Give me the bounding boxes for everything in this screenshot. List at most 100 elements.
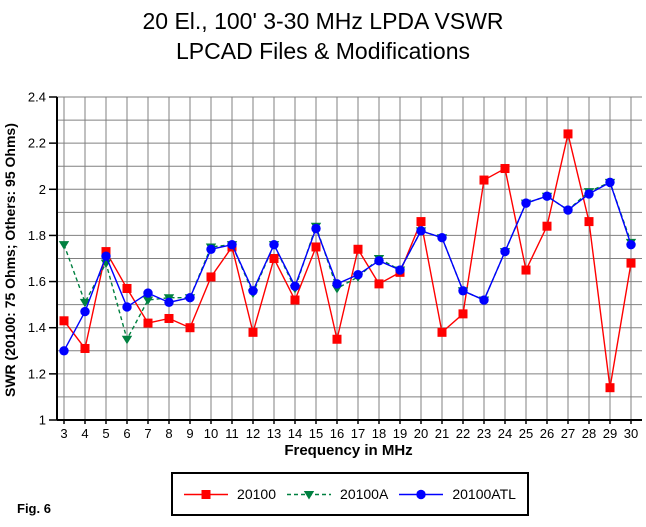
y-tick-label: 1 [39, 413, 46, 428]
data-point-marker [521, 198, 531, 208]
data-point-marker [542, 191, 552, 201]
data-point-marker [311, 223, 321, 234]
data-point-marker [143, 288, 153, 298]
data-point-marker [248, 327, 258, 337]
x-tick-label: 23 [477, 426, 491, 441]
legend-item-20100A: 20100A [287, 486, 388, 502]
x-tick-label: 5 [102, 426, 109, 441]
data-point-marker [269, 254, 279, 263]
legend-marker-shape [416, 489, 427, 499]
legend-item-20100ATL: 20100ATL [399, 486, 516, 502]
data-point-marker [500, 246, 510, 257]
x-tick-label: 30 [624, 426, 638, 441]
legend: 20100 20100A 20100ATL [171, 472, 529, 516]
x-tick-label: 19 [393, 426, 407, 441]
x-tick-label: 18 [372, 426, 386, 441]
x-tick-label: 9 [186, 426, 193, 441]
x-tick-label: 8 [165, 426, 172, 441]
data-point-marker [185, 293, 195, 303]
data-point-marker [80, 306, 90, 317]
data-point-marker [416, 226, 426, 236]
gridlines [57, 96, 642, 421]
data-point-marker [290, 295, 300, 305]
y-tick-label: 2.2 [28, 136, 46, 151]
data-point-marker [563, 129, 573, 139]
data-point-marker [437, 233, 447, 243]
x-tick-label: 25 [519, 426, 533, 441]
x-tick-label: 3 [60, 426, 67, 441]
data-point-marker [121, 335, 133, 345]
y-tick-label: 1.4 [28, 320, 46, 335]
x-tick-label: 11 [225, 426, 239, 441]
data-point-marker [332, 334, 342, 344]
data-point-marker [59, 316, 69, 326]
chart-title-line2: LPCAD Files & Modifications [176, 38, 470, 64]
x-tick-label: 13 [267, 426, 281, 441]
data-point-marker [584, 217, 594, 227]
y-tick-label: 1.6 [28, 274, 46, 289]
y-tick-label: 1.2 [28, 366, 46, 381]
x-tick-label: 28 [582, 426, 596, 441]
data-point-marker [353, 244, 363, 254]
x-tick-label: 21 [435, 426, 449, 441]
legend-marker-shape [303, 490, 315, 499]
data-point-marker [269, 239, 279, 250]
data-point-marker [122, 302, 132, 312]
axes [56, 97, 642, 421]
legend-marker-circle-icon [399, 489, 444, 499]
data-point-marker [395, 265, 405, 275]
x-tick-label: 7 [144, 426, 151, 441]
x-axis-label: Frequency in MHz [284, 442, 413, 459]
data-point-marker [563, 205, 573, 215]
x-tick-label: 14 [288, 426, 302, 441]
x-tick-label: 26 [540, 426, 554, 441]
x-tick-label: 24 [498, 426, 512, 441]
data-point-marker [290, 281, 300, 291]
x-tick-label: 4 [81, 426, 88, 441]
x-tick-labels: 3 4 5 6 7 8 9 10 11 12 13 14 15 16 17 18 19 20 21 22 23 24 25 2… [60, 426, 638, 441]
x-tick-label: 16 [330, 426, 344, 441]
data-point-marker [206, 272, 216, 282]
data-point-marker [479, 175, 489, 185]
data-point-marker [584, 189, 594, 199]
data-point-marker [143, 318, 153, 328]
data-point-marker [59, 346, 69, 356]
data-point-marker [605, 383, 615, 393]
legend-marker-square-icon [184, 489, 229, 499]
y-tick-label: 2 [39, 182, 46, 197]
legend-label: 20100ATL [452, 486, 516, 502]
data-point-marker [79, 298, 91, 308]
data-point-marker [416, 217, 426, 227]
data-point-marker [227, 239, 237, 250]
data-point-marker [458, 309, 468, 319]
data-point-marker [437, 327, 447, 337]
data-point-marker [626, 239, 636, 250]
legend-label: 20100A [340, 486, 389, 502]
figure-label: Fig. 6 [17, 501, 51, 516]
x-tick-label: 27 [561, 426, 575, 441]
data-point-marker [80, 343, 90, 353]
x-tick-label: 22 [456, 426, 470, 441]
data-point-marker [185, 323, 195, 333]
data-point-marker [605, 177, 615, 188]
data-point-marker [311, 242, 321, 252]
data-point-marker [142, 296, 154, 306]
data-point-marker [122, 283, 132, 293]
x-tick-label: 12 [246, 426, 260, 441]
data-point-marker [164, 297, 174, 308]
data-point-marker [521, 265, 531, 275]
data-point-marker [101, 251, 111, 261]
data-point-marker [542, 221, 552, 231]
y-tick-labels: 1 1.2 1.4 1.6 1.8 2 2.2 2.4 [28, 90, 46, 428]
data-point-marker [248, 286, 258, 296]
x-tick-label: 20 [414, 426, 428, 441]
x-tick-label: 10 [204, 426, 218, 441]
x-tick-label: 29 [603, 426, 617, 441]
legend-label: 20100 [237, 486, 276, 502]
data-point-marker [206, 244, 216, 254]
data-point-marker [374, 256, 384, 266]
chart-title: 20 El., 100' 3-30 MHz LPDA VSWR LPCAD Fi… [0, 6, 646, 66]
data-point-marker [374, 279, 384, 289]
series-20100ATL [59, 177, 636, 356]
